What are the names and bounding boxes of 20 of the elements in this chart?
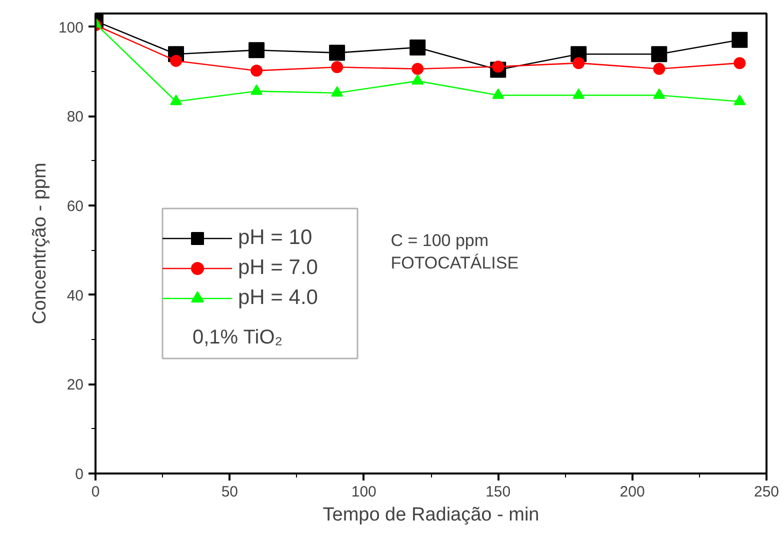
- x-tick-label: 200: [620, 484, 645, 500]
- annotation: C = 100 ppm: [390, 231, 489, 250]
- legend-label: pH = 7.0: [238, 256, 318, 280]
- legend-label: pH = 10: [238, 226, 312, 250]
- x-axis-title: Tempo de Radiação - min: [322, 504, 540, 526]
- x-tick-label: 0: [91, 484, 100, 500]
- y-tick-label: 20: [66, 376, 84, 394]
- y-tick-label: 100: [58, 19, 84, 36]
- legend-label: pH = 4.0: [238, 286, 318, 310]
- y-tick-label: 0: [75, 466, 84, 483]
- y-tick-label: 60: [66, 198, 84, 216]
- x-tick-label: 250: [754, 484, 780, 500]
- x-tick-label: 50: [221, 484, 238, 500]
- annotation: 0,1% TiO₂: [192, 326, 283, 348]
- annotation: FOTOCATÁLISE: [390, 254, 519, 273]
- y-axis-title: Concentrção - ppm: [29, 162, 50, 324]
- x-tick-label: 150: [486, 484, 511, 500]
- y-tick-label: 40: [66, 287, 84, 304]
- y-tick-label: 80: [66, 108, 84, 126]
- x-tick-label: 100: [351, 484, 376, 500]
